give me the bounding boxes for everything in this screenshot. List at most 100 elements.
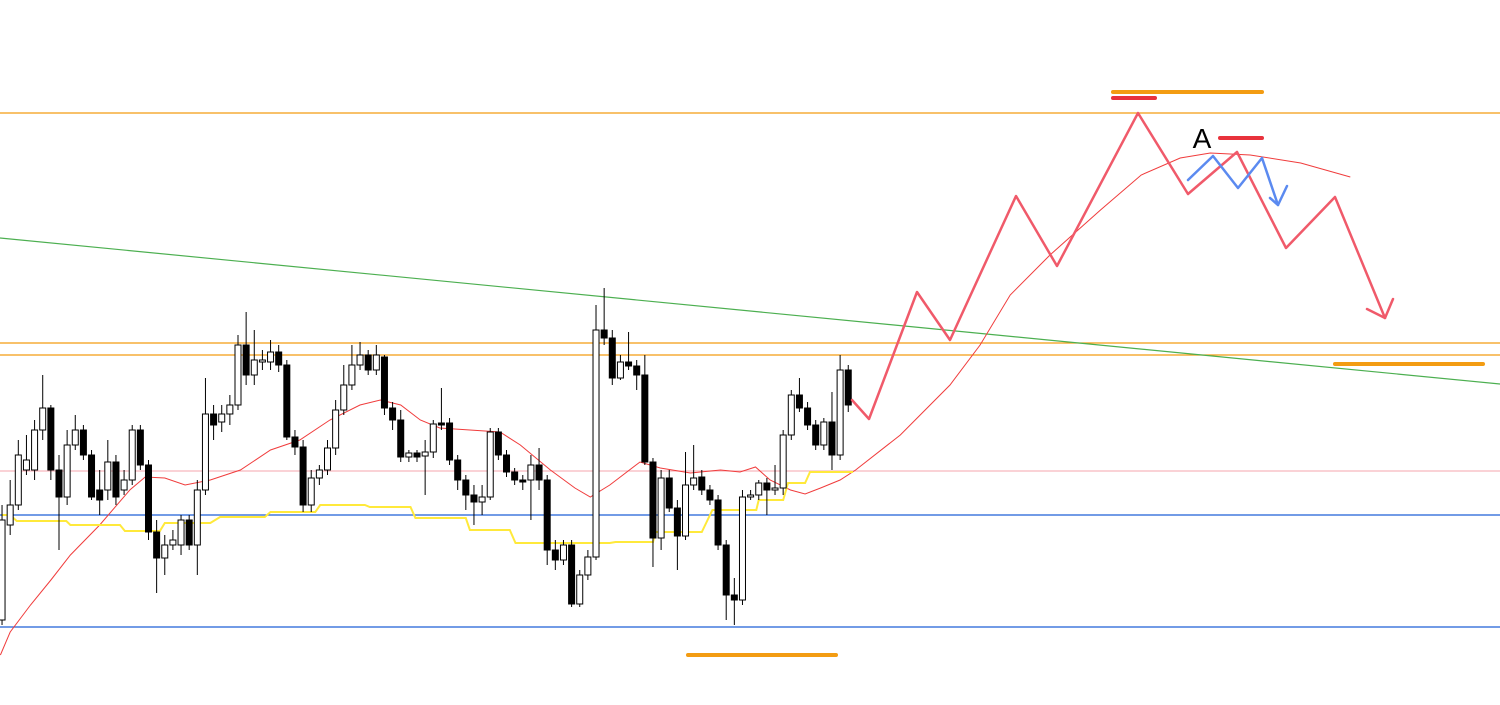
candle-body bbox=[193, 489, 201, 546]
candle-body bbox=[836, 369, 844, 456]
candle-body bbox=[104, 461, 112, 491]
forecast-arrowhead bbox=[1365, 297, 1395, 320]
candle-body bbox=[787, 394, 795, 436]
candle-body bbox=[584, 556, 592, 576]
candle-body bbox=[519, 479, 527, 483]
candle-body bbox=[682, 484, 690, 537]
candle-body bbox=[494, 431, 502, 456]
candle-body bbox=[600, 329, 608, 339]
candle-body bbox=[446, 422, 454, 461]
candle-body bbox=[698, 476, 706, 491]
candle-body bbox=[120, 479, 128, 491]
candle-body bbox=[96, 489, 104, 501]
candle-body bbox=[389, 407, 397, 421]
candle-body bbox=[437, 422, 445, 426]
candle-body bbox=[6, 504, 14, 526]
candle-body bbox=[47, 407, 55, 471]
candle-body bbox=[649, 461, 657, 539]
candle-body bbox=[714, 499, 722, 546]
candle-body bbox=[364, 354, 372, 371]
candle-body bbox=[218, 413, 226, 423]
candle-body bbox=[71, 429, 79, 446]
candle-body bbox=[161, 544, 169, 559]
candle-body bbox=[169, 539, 177, 546]
candle-body bbox=[551, 549, 559, 561]
candle-body bbox=[79, 429, 87, 456]
candle-body bbox=[201, 413, 209, 491]
candle-body bbox=[88, 454, 96, 498]
candle-body bbox=[722, 544, 730, 596]
candle-body bbox=[738, 496, 746, 601]
trend-line bbox=[0, 237, 1500, 385]
candle-body bbox=[779, 434, 787, 489]
candle-body bbox=[356, 354, 364, 366]
candle-body bbox=[665, 477, 673, 509]
candle-body bbox=[535, 464, 543, 481]
candle-body bbox=[576, 574, 584, 605]
candle-body bbox=[324, 447, 332, 471]
candle-body bbox=[31, 429, 39, 471]
candle-body bbox=[340, 384, 348, 411]
candle-body bbox=[315, 469, 323, 479]
candle-body bbox=[128, 429, 136, 481]
candle-body bbox=[470, 494, 478, 503]
candle-body bbox=[380, 356, 388, 409]
candle-body bbox=[14, 454, 22, 506]
candle-body bbox=[226, 404, 234, 415]
candle-body bbox=[267, 351, 275, 363]
candle-body bbox=[258, 359, 266, 363]
candle-body bbox=[144, 464, 152, 533]
candle-body bbox=[462, 479, 470, 496]
candle-body bbox=[210, 413, 218, 426]
candle-body bbox=[185, 519, 193, 546]
candle-body bbox=[421, 451, 429, 457]
indicator-line bbox=[2, 471, 854, 544]
candle-body bbox=[413, 452, 421, 458]
candle-body bbox=[454, 459, 462, 481]
candle-body bbox=[543, 479, 551, 551]
forecast-sub-arrowhead bbox=[1268, 184, 1289, 207]
candle-body bbox=[153, 531, 161, 559]
candle-body bbox=[0, 519, 6, 621]
candle-body bbox=[706, 489, 714, 501]
candle-body bbox=[55, 469, 63, 498]
candle-body bbox=[527, 464, 535, 481]
forecast-sub-path bbox=[1186, 154, 1280, 207]
candle-body bbox=[283, 364, 291, 438]
candle-body bbox=[795, 394, 803, 409]
forecast-path bbox=[850, 111, 1387, 421]
candle-body bbox=[397, 419, 405, 458]
candle-body bbox=[641, 374, 649, 463]
candle-body bbox=[828, 421, 836, 456]
candle-body bbox=[136, 429, 144, 466]
candle-body bbox=[592, 329, 600, 558]
candle-body bbox=[234, 344, 242, 406]
candle-body bbox=[291, 436, 299, 448]
candle-body bbox=[608, 337, 616, 379]
candle-body bbox=[763, 482, 771, 491]
candle-body bbox=[372, 354, 380, 371]
candle-body bbox=[804, 407, 812, 426]
candle-body bbox=[812, 424, 820, 446]
candle-body bbox=[568, 544, 576, 605]
candle-body bbox=[625, 361, 633, 367]
candle-body bbox=[747, 494, 755, 498]
candle-body bbox=[63, 444, 71, 498]
candle-body bbox=[22, 459, 30, 471]
candle-body bbox=[307, 477, 315, 506]
candle-body bbox=[511, 471, 519, 481]
candle-body bbox=[299, 446, 307, 506]
candle-body bbox=[332, 409, 340, 449]
candle-body bbox=[250, 359, 258, 376]
candle-body bbox=[112, 461, 120, 498]
annotation-label: A bbox=[1193, 123, 1212, 154]
candle-body bbox=[559, 544, 567, 561]
candle-body bbox=[39, 407, 47, 431]
candle-body bbox=[657, 477, 665, 539]
candle-body bbox=[616, 361, 624, 379]
candle-body bbox=[730, 594, 738, 601]
candle-body bbox=[820, 421, 828, 446]
candle-body bbox=[242, 344, 250, 376]
candle-body bbox=[478, 496, 486, 503]
